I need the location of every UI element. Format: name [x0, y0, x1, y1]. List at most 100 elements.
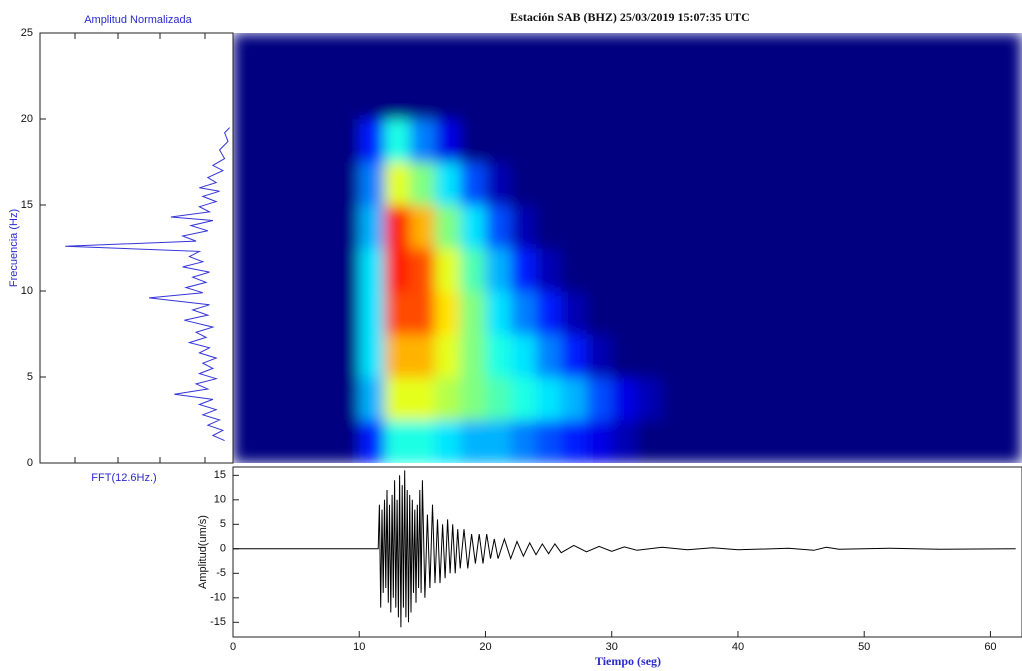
- heatmap-cell: [308, 291, 335, 335]
- heatmap-cell: [737, 291, 764, 335]
- heatmap-cell: [889, 76, 916, 120]
- heatmap-cell: [611, 205, 638, 249]
- heatmap-cell: [434, 76, 461, 120]
- heatmap-cell: [485, 420, 512, 463]
- heatmap-cell: [434, 33, 461, 77]
- heatmap-cell: [687, 377, 714, 421]
- heatmap-cell: [409, 334, 436, 378]
- heatmap-cell: [535, 420, 562, 463]
- heatmap-cell: [813, 162, 840, 206]
- heatmap-cell: [258, 76, 284, 120]
- heatmap-cell: [561, 291, 587, 335]
- heatmap-cell: [763, 119, 789, 163]
- heatmap-cell: [561, 162, 587, 206]
- heatmap-cell: [460, 291, 486, 335]
- heatmap-cell: [864, 33, 890, 77]
- heatmap-cell: [636, 119, 663, 163]
- waveform-frame: [232, 466, 1022, 638]
- heatmap-cell: [636, 334, 663, 378]
- heatmap-cell: [258, 291, 284, 335]
- heatmap-cell: [914, 420, 941, 463]
- heatmap-cell: [712, 33, 739, 77]
- heatmap-cell: [485, 162, 512, 206]
- y-tick-label: -5: [216, 567, 226, 579]
- heatmap-cell: [333, 334, 360, 378]
- heatmap-cell: [409, 119, 436, 163]
- heatmap-cell: [308, 162, 335, 206]
- heatmap-cell: [586, 162, 613, 206]
- heatmap-cell: [283, 33, 310, 77]
- heatmap-cell: [308, 420, 335, 463]
- heatmap-cell: [561, 377, 587, 421]
- heatmap-cell: [485, 377, 512, 421]
- heatmap-cell: [409, 33, 436, 77]
- heatmap-cell: [636, 291, 663, 335]
- heatmap-cell: [359, 76, 385, 120]
- heatmap-cell: [712, 291, 739, 335]
- heatmap-cell: [737, 377, 764, 421]
- heatmap-cell: [434, 420, 461, 463]
- heatmap-cell: [939, 377, 966, 421]
- heatmap-cell: [965, 377, 991, 421]
- heatmap-cell: [788, 205, 815, 249]
- heatmap-cell: [333, 162, 360, 206]
- heatmap-cell: [283, 334, 310, 378]
- heatmap-cell: [838, 119, 865, 163]
- heatmap-cell: [838, 162, 865, 206]
- heatmap-cell: [889, 162, 916, 206]
- heatmap-cell: [965, 205, 991, 249]
- heatmap-cell: [308, 377, 335, 421]
- heatmap-cell: [586, 205, 613, 249]
- heatmap-cell: [434, 205, 461, 249]
- heatmap-cell: [636, 162, 663, 206]
- heatmap-cell: [535, 205, 562, 249]
- heatmap-cell: [712, 248, 739, 292]
- heatmap-cell: [409, 248, 436, 292]
- heatmap-cell: [233, 377, 259, 421]
- heatmap-cell: [737, 76, 764, 120]
- fft-line: [65, 127, 230, 442]
- heatmap-cell: [990, 291, 1017, 335]
- heatmap-cell: [434, 162, 461, 206]
- heatmap-cell: [308, 205, 335, 249]
- heatmap-cell: [788, 291, 815, 335]
- heatmap-cell: [914, 33, 941, 77]
- heatmap-cell: [460, 76, 486, 120]
- heatmap-cell: [788, 33, 815, 77]
- heatmap-cell: [233, 248, 259, 292]
- heatmap-cell: [687, 162, 714, 206]
- x-tick-label: 60: [984, 641, 996, 653]
- heatmap-cell: [535, 76, 562, 120]
- heatmap-cell: [333, 33, 360, 77]
- heatmap-cell: [889, 33, 916, 77]
- heatmap-cell: [586, 76, 613, 120]
- x-tick-label: 30: [606, 641, 618, 653]
- x-tick-label: 0: [230, 641, 236, 653]
- heatmap-cell: [737, 162, 764, 206]
- heatmap-cell: [939, 119, 966, 163]
- heatmap-cell: [359, 205, 385, 249]
- heatmap-cell: [611, 248, 638, 292]
- heatmap: [233, 33, 1022, 463]
- heatmap-cell: [233, 76, 259, 120]
- heatmap-cell: [838, 33, 865, 77]
- heatmap-cell: [359, 291, 385, 335]
- heatmap-cell: [510, 291, 537, 335]
- heatmap-cell: [535, 334, 562, 378]
- heatmap-cell: [712, 377, 739, 421]
- heatmap-cell: [283, 377, 310, 421]
- heatmap-cell: [333, 248, 360, 292]
- heatmap-cell: [788, 162, 815, 206]
- heatmap-cell: [535, 291, 562, 335]
- x-axis-label: Tiempo (seg): [595, 654, 661, 668]
- heatmap-cell: [485, 291, 512, 335]
- heatmap-cell: [460, 248, 486, 292]
- heatmap-cell: [561, 334, 587, 378]
- heatmap-cell: [333, 291, 360, 335]
- heatmap-cell: [939, 334, 966, 378]
- heatmap-cell: [687, 420, 714, 463]
- heatmap-cell: [359, 377, 385, 421]
- heatmap-cell: [838, 76, 865, 120]
- fft-frame: [39, 32, 234, 464]
